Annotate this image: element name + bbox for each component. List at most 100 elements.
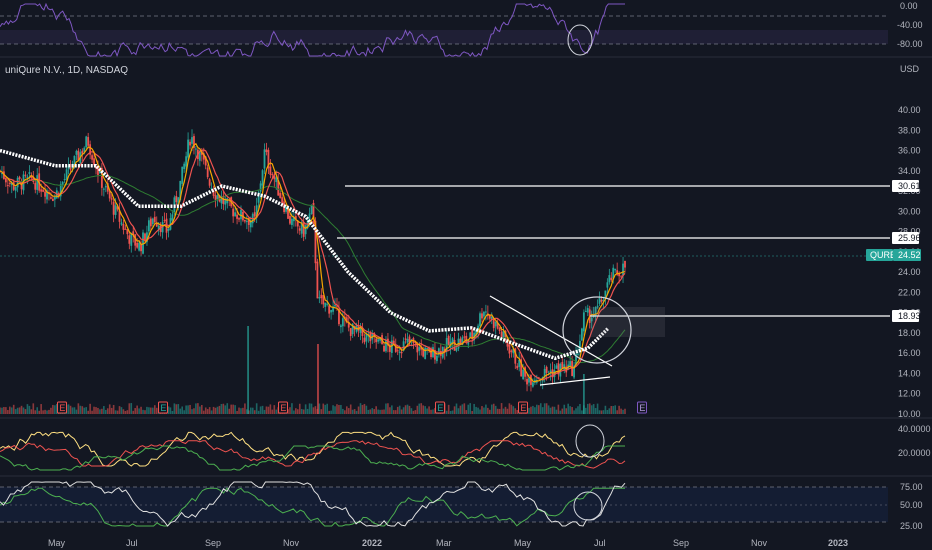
volume-bar [67, 404, 70, 414]
candle-body [179, 180, 182, 201]
candle-body [171, 214, 174, 221]
volume-bar [387, 403, 389, 414]
dmi-pane[interactable]: 40.0000 20.0000 [0, 424, 931, 471]
volume-bar [71, 407, 74, 414]
candle-body [275, 177, 278, 183]
time-tick-1: Jul [126, 538, 138, 548]
candle-body [36, 175, 39, 190]
candle-body [387, 338, 389, 346]
candle-body [455, 348, 458, 351]
candle-body [159, 225, 162, 232]
candle-body [580, 328, 583, 341]
earnings-marker [518, 401, 528, 414]
volume-bar [193, 408, 195, 414]
level-label-18-93: 18.93 [892, 310, 921, 322]
volume-bar [424, 406, 426, 414]
candle-body [281, 197, 284, 204]
volume-bar [44, 409, 46, 414]
candle-body [108, 191, 111, 199]
candle-body [459, 338, 462, 345]
candle-body [618, 273, 621, 277]
volume-bar [396, 406, 399, 414]
volume-bar [206, 409, 209, 414]
candle-body [416, 344, 419, 353]
volume-bar [289, 407, 291, 414]
volume-bar [26, 404, 29, 414]
volume-bar [541, 407, 544, 414]
volume-bar [512, 406, 515, 414]
volume-bar [467, 404, 470, 414]
candle-body [202, 153, 205, 160]
earnings-marker-label: E [520, 403, 526, 413]
candle-body [400, 351, 403, 354]
time-axis: May Jul Sep Nov 2022 Mar May Jul Sep Nov 2023 [48, 538, 848, 548]
volume-bar [536, 404, 538, 414]
candle-body [14, 187, 17, 191]
volume-bar [365, 405, 368, 414]
volume-bar [545, 403, 548, 414]
stoch-tick-75: 75.00 [900, 482, 923, 492]
candle-body [445, 337, 448, 351]
volume-bar [314, 406, 317, 414]
volume-bar [269, 404, 272, 414]
volume-bar [244, 403, 246, 414]
rsi-pane[interactable]: 0.00 -40.00 -80.00 [0, 1, 923, 58]
volume-bar [598, 410, 601, 414]
candle-body [584, 310, 587, 312]
volume-bar [191, 409, 193, 414]
volume-bar [504, 406, 507, 414]
candle-body [61, 181, 64, 185]
price-pane[interactable]: uniQure N.V., 1D, NASDAQ USD 40.00 38.00 3… [0, 64, 921, 419]
rsi-band [0, 30, 888, 44]
volume-bar [393, 410, 395, 414]
volume-bar [183, 410, 185, 414]
volume-bar [302, 409, 305, 414]
dmi-tick-40: 40.0000 [898, 424, 931, 434]
volume-bar [420, 403, 423, 414]
price-tick-3: 34.00 [898, 166, 921, 176]
volume-bar [8, 406, 11, 414]
candle-body [195, 148, 197, 150]
volume-bar [236, 410, 238, 414]
candle-body [126, 229, 129, 235]
candle-body [85, 136, 88, 148]
stochastic-pane[interactable]: 75.00 50.00 25.00 [0, 481, 923, 531]
trendline-upper[interactable] [489, 295, 613, 367]
volume-bar [50, 407, 52, 414]
candle-body [265, 149, 268, 153]
volume-bar [22, 407, 25, 414]
candle-body [322, 295, 325, 305]
volume-bar [434, 408, 436, 414]
volume-bar [187, 405, 189, 414]
candle-body [128, 235, 131, 244]
volume-bar [336, 404, 338, 414]
candle-body [349, 328, 352, 336]
volume-bar [588, 403, 591, 414]
svg-text:18.93: 18.93 [898, 311, 921, 321]
trendline-lower[interactable] [539, 376, 611, 386]
volume-bar [445, 410, 448, 414]
volume-bar [136, 405, 138, 414]
candle-body [488, 315, 491, 319]
price-tick-5: 30.00 [898, 206, 921, 216]
volume-bar [471, 410, 473, 414]
volume-bar [473, 403, 475, 414]
time-tick-5: Mar [436, 538, 452, 548]
candle-body [59, 184, 62, 197]
candle-body [602, 299, 605, 301]
candle-body [198, 150, 201, 161]
volume-bar [118, 406, 121, 414]
candle-body [508, 344, 511, 354]
time-tick-0: May [48, 538, 66, 548]
candle-body [149, 218, 152, 227]
rsi-tick-0: 0.00 [900, 1, 918, 11]
volume-bar [616, 410, 618, 414]
candle-body [594, 307, 597, 316]
volume-bar [351, 409, 354, 414]
volume-bar [408, 405, 411, 414]
candle-body [245, 220, 248, 223]
volume-bar [304, 404, 307, 414]
candle-body [277, 180, 280, 196]
